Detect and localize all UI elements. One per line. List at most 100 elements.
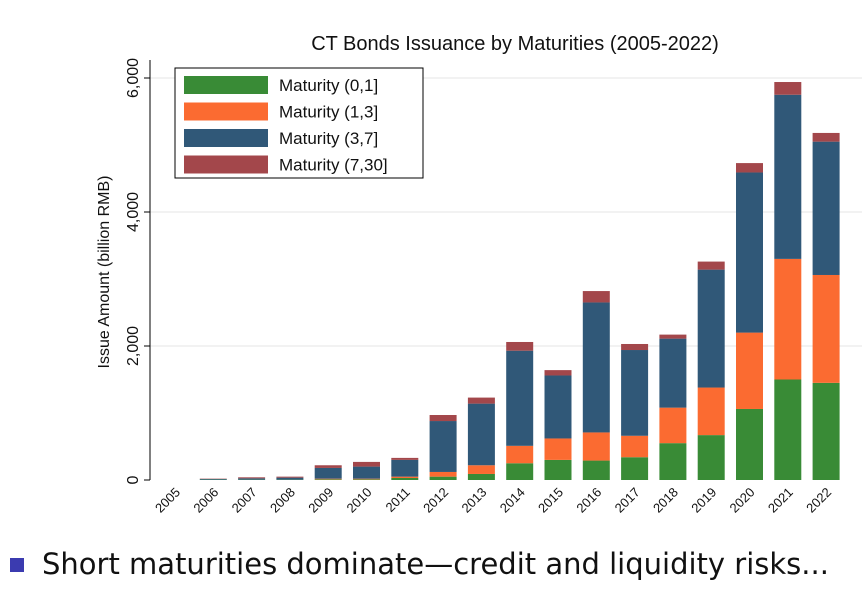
- y-tick-label: 4,000: [125, 192, 142, 232]
- bar-segment: [429, 421, 457, 472]
- bar-segment: [621, 435, 649, 458]
- x-tick-label: 2005: [152, 485, 183, 516]
- bar-segment: [621, 350, 649, 436]
- x-tick-label: 2016: [573, 485, 604, 516]
- x-tick-label: 2013: [458, 485, 489, 516]
- bullet-square-icon: [10, 558, 24, 572]
- bars: [199, 82, 840, 480]
- bar-segment: [659, 407, 687, 444]
- bar-segment: [812, 274, 840, 383]
- bar-segment: [697, 261, 725, 270]
- x-tick-label: 2020: [727, 485, 758, 516]
- x-tick-label: 2007: [229, 485, 260, 516]
- y-tick-label: 6,000: [125, 58, 142, 98]
- bar-segment: [621, 457, 649, 480]
- bar-segment: [429, 476, 457, 480]
- x-axis-ticks: 2005 2006 2007 2008 2009 2010 2011 2012 2013 2014…: [152, 485, 834, 516]
- bar-segment: [391, 476, 419, 478]
- bar-segment: [736, 163, 763, 173]
- bar-segment: [506, 463, 534, 480]
- bar-segment: [429, 415, 457, 422]
- x-tick-label: 2011: [383, 485, 413, 515]
- bar-segment: [506, 350, 534, 446]
- bar-segment: [812, 382, 840, 480]
- bar-segment: [353, 478, 380, 480]
- x-tick-label: 2022: [803, 485, 834, 516]
- bar-segment: [736, 408, 763, 480]
- bar-segment: [544, 370, 572, 376]
- bar-segment: [314, 478, 342, 480]
- x-tick-label: 2021: [765, 485, 796, 516]
- bar-segment: [544, 375, 572, 439]
- chart-title: CT Bonds Issuance by Maturities (2005-20…: [311, 33, 719, 55]
- bar-segment: [582, 432, 610, 461]
- x-tick-label: 2019: [688, 485, 719, 516]
- bar-segment: [391, 459, 419, 477]
- bar-segment: [314, 479, 342, 480]
- x-tick-label: 2017: [612, 485, 643, 516]
- legend-swatch: [184, 155, 268, 174]
- bar-segment: [467, 473, 495, 480]
- legend-swatch: [184, 76, 268, 94]
- bar-segment: [353, 466, 380, 479]
- bar-segment: [697, 269, 725, 388]
- bullet-text: Short maturities dominate—credit and liq…: [42, 547, 829, 581]
- x-tick-label: 2014: [497, 485, 528, 516]
- bar-segment: [506, 341, 534, 351]
- bar-segment: [774, 379, 802, 480]
- bar-segment: [736, 332, 763, 409]
- bar-segment: [238, 477, 266, 479]
- bar-segment: [774, 82, 802, 95]
- legend-swatch: [184, 102, 268, 121]
- y-axis-ticks: 0 2,000 4,000 6,000: [125, 58, 150, 484]
- bar-segment: [314, 467, 342, 479]
- bar-segment: [659, 334, 687, 339]
- y-tick-label: 0: [125, 475, 142, 484]
- bar-segment: [276, 477, 304, 480]
- x-tick-label: 2015: [535, 485, 566, 516]
- y-axis-label: Issue Amount (billion RMB): [96, 176, 113, 369]
- bar-segment: [353, 479, 380, 480]
- bar-segment: [621, 343, 649, 351]
- bar-segment: [199, 478, 227, 480]
- bar-segment: [697, 435, 725, 480]
- legend-label: Maturity (0,1]: [279, 76, 378, 95]
- bar-segment: [506, 445, 534, 464]
- y-tick-label: 2,000: [125, 326, 142, 366]
- bar-segment: [391, 477, 419, 480]
- bar-segment: [276, 476, 304, 478]
- bar-segment: [774, 94, 802, 259]
- bar-segment: [582, 291, 610, 303]
- bar-segment: [812, 141, 840, 275]
- bar-segment: [736, 172, 763, 333]
- bar-segment: [467, 465, 495, 474]
- bar-segment: [467, 403, 495, 466]
- bar-segment: [544, 438, 572, 460]
- bar-segment: [697, 387, 725, 436]
- bullet-point: Short maturities dominate—credit and liq…: [10, 544, 829, 584]
- x-tick-label: 2018: [650, 485, 681, 516]
- bar-segment: [544, 459, 572, 480]
- bar-segment: [812, 132, 840, 142]
- x-tick-label: 2012: [420, 485, 451, 516]
- bar-segment: [353, 461, 380, 467]
- bar-segment: [391, 457, 419, 460]
- bar-segment: [659, 338, 687, 408]
- chart: CT Bonds Issuance by Maturities (2005-20…: [96, 33, 862, 516]
- x-tick-label: 2006: [190, 485, 221, 516]
- x-tick-label: 2008: [267, 485, 298, 516]
- bar-segment: [659, 443, 687, 480]
- bar-segment: [467, 397, 495, 404]
- bar-segment: [774, 258, 802, 380]
- x-tick-label: 2009: [305, 485, 336, 516]
- x-tick-label: 2010: [344, 485, 375, 516]
- bar-segment: [429, 471, 457, 477]
- legend: Maturity (0,1] Maturity (1,3] Maturity (3,…: [174, 67, 424, 179]
- legend-swatch: [184, 129, 268, 147]
- bar-segment: [582, 460, 610, 480]
- bar-segment: [314, 465, 342, 468]
- legend-label: Maturity (1,3]: [279, 103, 378, 122]
- bar-segment: [238, 478, 266, 480]
- legend-label: Maturity (3,7]: [279, 129, 378, 148]
- legend-label: Maturity (7,30]: [279, 156, 388, 175]
